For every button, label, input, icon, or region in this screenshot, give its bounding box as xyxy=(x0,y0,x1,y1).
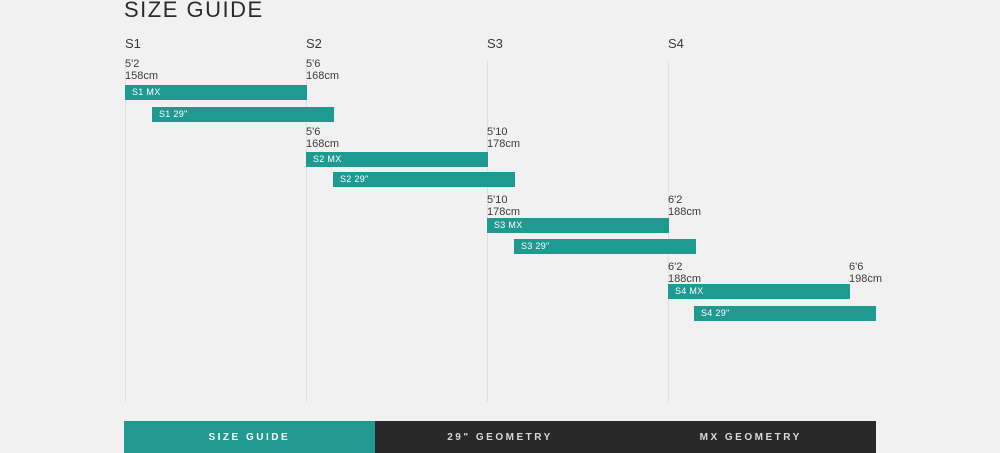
height-imperial: 6'2 xyxy=(668,194,683,206)
bar-s3-mx: S3 MX xyxy=(487,218,669,233)
tab-29-geometry[interactable]: 29" GEOMETRY xyxy=(374,421,626,453)
height-metric: 168cm xyxy=(306,138,340,150)
bar-s3-29: S3 29" xyxy=(514,239,696,254)
height-range-end-label-s3: 6'2 188cm xyxy=(668,194,701,218)
bar-s4-29: S4 29" xyxy=(694,306,876,321)
height-imperial: 6'2 xyxy=(668,261,683,273)
size-column-header-s1: S1 xyxy=(125,36,141,51)
bar-label: S1 29" xyxy=(159,109,188,119)
height-metric: 168cm xyxy=(306,70,340,82)
size-column-header-s2: S2 xyxy=(306,36,322,51)
tab-size-guide[interactable]: SIZE GUIDE xyxy=(124,421,375,453)
bar-s2-29: S2 29" xyxy=(333,172,515,187)
size-column-header-s3: S3 xyxy=(487,36,503,51)
bar-label: S2 29" xyxy=(340,174,369,184)
height-imperial: 5'6 xyxy=(306,126,321,138)
bar-s1-mx: S1 MX xyxy=(125,85,307,100)
height-range-start-label-s1: 5'2 158cm xyxy=(125,58,158,82)
bar-label: S1 MX xyxy=(132,87,161,97)
bar-label: S3 MX xyxy=(494,220,523,230)
height-metric: 158cm xyxy=(125,70,159,82)
bar-s2-mx: S2 MX xyxy=(306,152,488,167)
gridline-s1 xyxy=(125,61,126,402)
height-metric: 188cm xyxy=(668,206,702,218)
height-range-end-label-s1: 5'6 168cm xyxy=(306,58,339,82)
height-range-end-label-s2: 5'10 178cm xyxy=(487,126,520,150)
geometry-tab-bar: SIZE GUIDE 29" GEOMETRY MX GEOMETRY xyxy=(124,421,877,453)
tab-mx-geometry[interactable]: MX GEOMETRY xyxy=(625,421,877,453)
height-imperial: 5'6 xyxy=(306,58,321,70)
bar-label: S4 MX xyxy=(675,286,704,296)
height-imperial: 6'6 xyxy=(849,261,864,273)
height-metric: 188cm xyxy=(668,273,702,285)
height-imperial: 5'10 xyxy=(487,194,508,206)
height-imperial: 5'10 xyxy=(487,126,508,138)
height-metric: 178cm xyxy=(487,138,521,150)
gridline-s2 xyxy=(306,61,307,402)
bar-label: S4 29" xyxy=(701,308,730,318)
height-metric: 178cm xyxy=(487,206,521,218)
bar-s4-mx: S4 MX xyxy=(668,284,850,299)
height-range-start-label-s2: 5'6 168cm xyxy=(306,126,339,150)
bar-s1-29: S1 29" xyxy=(152,107,334,122)
height-range-start-label-s4: 6'2 188cm xyxy=(668,261,701,285)
bar-label: S3 29" xyxy=(521,241,550,251)
bar-label: S2 MX xyxy=(313,154,342,164)
height-range-end-label-s4: 6'6 198cm xyxy=(849,261,882,285)
height-metric: 198cm xyxy=(849,273,883,285)
height-range-start-label-s3: 5'10 178cm xyxy=(487,194,520,218)
size-column-header-s4: S4 xyxy=(668,36,684,51)
height-imperial: 5'2 xyxy=(125,58,140,70)
page-title: SIZE GUIDE xyxy=(124,0,264,22)
